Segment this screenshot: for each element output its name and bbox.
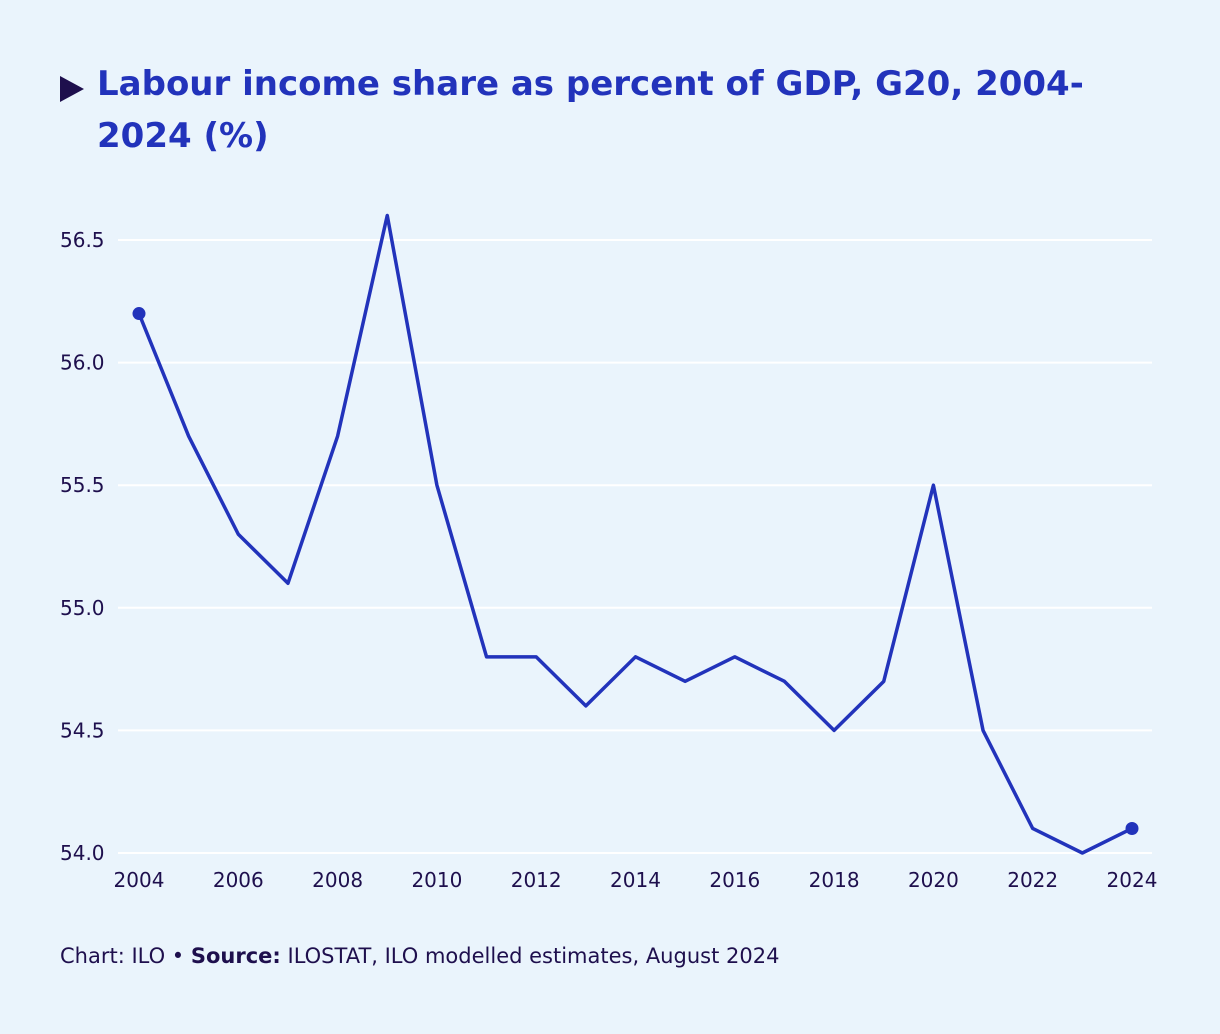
y-tick-label: 55.0 — [60, 596, 105, 620]
y-tick-label: 54.5 — [60, 718, 105, 742]
footer-source-label: Source: — [190, 944, 281, 968]
x-tick-label: 2016 — [709, 868, 760, 892]
x-tick-label: 2004 — [114, 868, 165, 892]
y-tick-label: 56.5 — [60, 228, 105, 252]
series-line — [137, 213, 1134, 855]
x-tick-label: 2018 — [809, 868, 860, 892]
end-point-marker — [1125, 821, 1139, 835]
footer-source-text: ILOSTAT, ILO modelled estimates, August … — [280, 944, 780, 968]
x-tick-label: 2012 — [511, 868, 562, 892]
x-tick-label: 2022 — [1007, 868, 1058, 892]
play-arrow-icon — [60, 76, 84, 102]
chart-footer: Chart: ILO • Source: ILOSTAT, ILO modell… — [60, 944, 779, 968]
x-tick-label: 2020 — [908, 868, 959, 892]
x-tick-label: 2010 — [411, 868, 462, 892]
y-axis-ticks: 54.0 54.5 55.0 55.5 56.0 56.5 — [60, 228, 105, 865]
series-layer — [132, 213, 1139, 855]
start-point-marker — [132, 307, 146, 321]
y-tick-label: 54.0 — [60, 841, 105, 865]
y-tick-label: 55.5 — [60, 473, 105, 497]
x-tick-label: 2024 — [1107, 868, 1158, 892]
x-tick-label: 2008 — [312, 868, 363, 892]
x-tick-label: 2006 — [213, 868, 264, 892]
footer-credit: Chart: ILO • — [60, 944, 191, 968]
x-tick-label: 2014 — [610, 868, 661, 892]
gridlines — [118, 239, 1152, 854]
y-tick-label: 56.0 — [60, 351, 105, 375]
chart-title: Labour income share as percent of GDP, G… — [97, 64, 1084, 156]
x-axis-ticks: 2004 2006 2008 2010 2012 2014 2016 2018 2020 2022… — [114, 868, 1158, 892]
